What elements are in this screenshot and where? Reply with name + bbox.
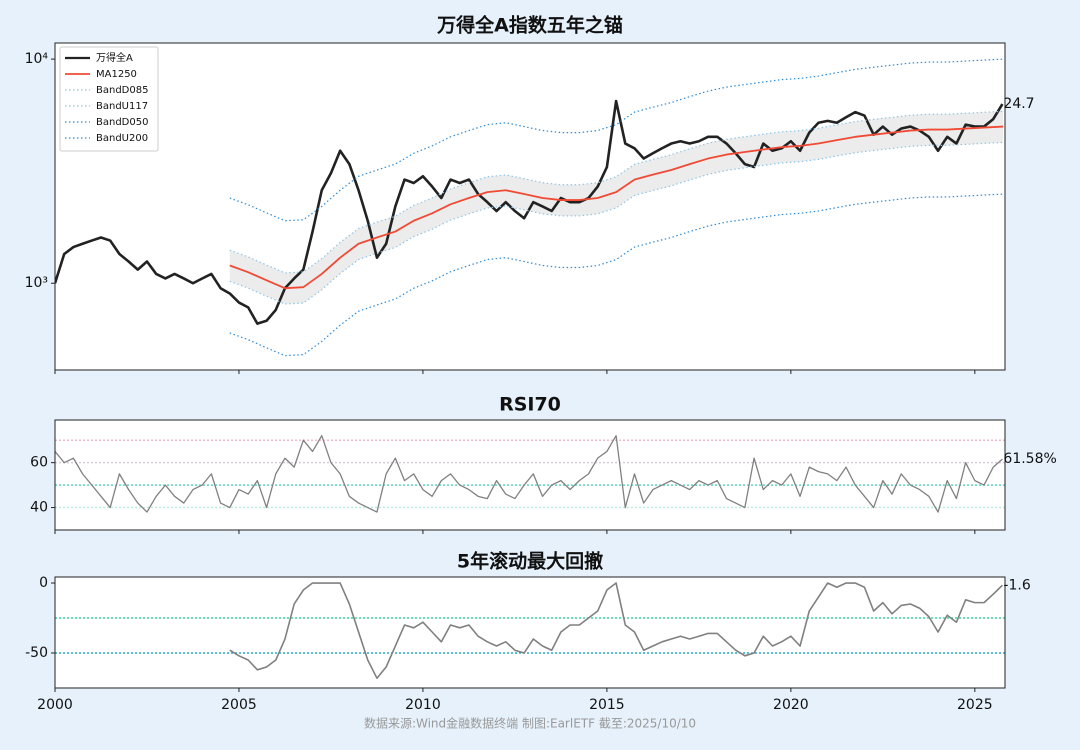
x-tick-label: 2005 xyxy=(221,697,257,713)
y-tick-label: 60 xyxy=(30,455,48,471)
plot-layer xyxy=(55,582,1005,679)
series-line xyxy=(55,99,1004,325)
x-tick-label: 2025 xyxy=(957,697,993,713)
end-label: -1.6 xyxy=(1003,577,1030,593)
legend-box xyxy=(59,46,159,152)
panel-title: 5年滚动最大回撤 xyxy=(457,550,603,573)
series-line xyxy=(229,193,1004,357)
legend-label: BandD085 xyxy=(96,85,148,96)
plot-frame xyxy=(54,42,1006,371)
series-line xyxy=(229,58,1004,222)
y-tick-label: 0 xyxy=(39,575,48,591)
legend: 万得全A MA1250 BandD085 BandU117 BandD050 BandU2… xyxy=(59,46,159,152)
x-tick-label: 2020 xyxy=(773,697,809,713)
x-tick-label: 2015 xyxy=(589,697,625,713)
end-label: 24.7 xyxy=(1003,96,1034,112)
band-fill xyxy=(229,111,1004,305)
y-tick-label: -50 xyxy=(25,645,48,661)
x-tick-label: 2000 xyxy=(37,697,73,713)
plot-layer xyxy=(55,435,1005,513)
series-line xyxy=(229,582,1003,679)
plot-frame xyxy=(54,419,1006,531)
plot-area xyxy=(55,577,1005,688)
plot-layer xyxy=(55,58,1004,357)
series-line xyxy=(229,125,1004,290)
end-label: 61.58% xyxy=(1003,451,1056,467)
y-tick-label: 40 xyxy=(30,500,48,516)
source-note: 数据来源:Wind金融数据终端 制图:EarlETF 截至:2025/10/10 xyxy=(364,716,696,731)
legend-label: 万得全A xyxy=(96,51,133,64)
legend-label: BandU117 xyxy=(96,101,148,112)
x-tick-label: 2010 xyxy=(405,697,441,713)
series-line xyxy=(55,435,1003,513)
panel-title: RSI70 xyxy=(499,394,561,416)
legend-label: BandU200 xyxy=(96,133,148,144)
y-tick-label: 10³ xyxy=(25,275,48,291)
series-line xyxy=(229,110,1004,274)
y-tick-label: 10⁴ xyxy=(25,51,49,67)
legend-label: BandD050 xyxy=(96,117,148,128)
plot-frame xyxy=(54,576,1006,689)
panel-title: 万得全A指数五年之锚 xyxy=(436,14,623,37)
plot-area xyxy=(55,420,1005,530)
legend-label: MA1250 xyxy=(96,69,137,80)
series-line xyxy=(229,141,1004,305)
